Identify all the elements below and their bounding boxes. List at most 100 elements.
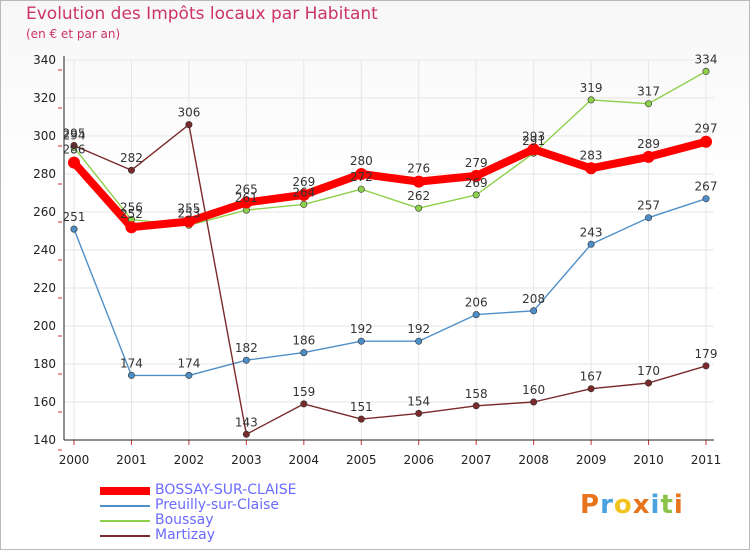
data-label: 261 <box>235 191 258 205</box>
data-point <box>645 379 653 387</box>
x-tick-label: 2010 <box>633 453 664 467</box>
y-tick-label: 320 <box>33 91 56 105</box>
proxiti-logo: Proxiti <box>580 490 684 520</box>
data-point <box>645 100 653 108</box>
data-point <box>70 142 78 150</box>
y-tick-label: 280 <box>33 167 56 181</box>
legend-swatch <box>100 535 150 537</box>
data-label: 267 <box>695 180 718 194</box>
data-label: 255 <box>177 202 200 216</box>
data-label: 306 <box>177 106 200 120</box>
legend-label: BOSSAY-SUR-CLAISE <box>155 482 297 498</box>
data-point <box>70 225 78 233</box>
data-point <box>242 430 250 438</box>
data-point <box>415 337 423 345</box>
data-label: 269 <box>465 176 488 190</box>
data-point <box>182 215 195 228</box>
data-point <box>530 307 538 315</box>
data-label: 167 <box>580 370 603 384</box>
data-point <box>415 409 423 417</box>
data-point <box>587 240 595 248</box>
data-label: 151 <box>350 400 373 414</box>
data-point <box>297 188 310 201</box>
data-point <box>412 175 425 188</box>
y-tick-label: 340 <box>33 53 56 67</box>
data-label: 253 <box>177 206 200 220</box>
data-label: 283 <box>580 148 603 162</box>
chart-subtitle: (en € et par an) <box>26 27 121 41</box>
legend-swatch <box>100 505 150 507</box>
data-label: 319 <box>580 81 603 95</box>
x-tick-label: 2009 <box>576 453 607 467</box>
data-label: 154 <box>407 394 430 408</box>
data-label: 192 <box>350 322 373 336</box>
data-label: 174 <box>177 356 200 370</box>
data-point <box>300 200 308 208</box>
data-point <box>587 96 595 104</box>
data-label: 170 <box>637 364 660 378</box>
grid-lines <box>64 59 714 441</box>
x-tick-label: 2008 <box>518 453 549 467</box>
data-point <box>645 214 653 222</box>
x-tick-label: 2003 <box>231 453 262 467</box>
data-point <box>702 67 710 75</box>
data-label: 257 <box>637 199 660 213</box>
data-point <box>527 143 540 156</box>
y-tick-label: 180 <box>33 357 56 371</box>
data-point <box>470 169 483 182</box>
data-point <box>357 185 365 193</box>
data-point <box>127 371 135 379</box>
data-label: 317 <box>637 85 660 99</box>
x-tick-label: 2001 <box>116 453 147 467</box>
data-label: 192 <box>407 322 430 336</box>
data-label: 269 <box>292 175 315 189</box>
data-point <box>357 337 365 345</box>
logo-letter: i <box>673 490 684 520</box>
data-label: 256 <box>120 201 143 215</box>
data-point <box>185 121 193 129</box>
data-label: 265 <box>235 183 258 197</box>
series-line-martizay <box>73 123 707 435</box>
data-point <box>415 204 423 212</box>
data-point <box>355 168 368 180</box>
data-label: 252 <box>120 207 143 221</box>
chart-title: Evolution des Impôts locaux par Habitant <box>26 4 378 24</box>
x-tick-label: 2002 <box>174 453 205 467</box>
data-label: 264 <box>292 185 315 199</box>
axes <box>58 56 714 451</box>
data-point <box>240 196 253 209</box>
data-label: 251 <box>63 210 86 224</box>
data-label: 186 <box>292 334 315 348</box>
series-lines <box>70 70 710 435</box>
x-tick-label: 2004 <box>289 453 320 467</box>
data-label: 334 <box>695 52 718 66</box>
y-tick-label: 300 <box>33 129 56 143</box>
legend-label: Boussay <box>155 512 214 528</box>
data-label: 206 <box>465 296 488 310</box>
x-tick-label: 2005 <box>346 453 377 467</box>
data-point <box>472 191 480 199</box>
data-point <box>472 311 480 319</box>
y-tick-label: 140 <box>33 433 56 447</box>
legend-swatch <box>100 520 150 522</box>
data-label: 295 <box>63 127 86 141</box>
data-point <box>472 402 480 410</box>
data-label: 282 <box>120 151 143 165</box>
data-point <box>300 349 308 357</box>
x-tick-label: 2000 <box>59 453 90 467</box>
data-label: 174 <box>120 356 143 370</box>
data-label: 160 <box>522 383 545 397</box>
series-line-bossay-sur-claise <box>70 137 710 232</box>
data-point <box>642 150 655 163</box>
tick-labels: 140 160 180 200 220 240 260 280 300 320 340 2000 200… <box>33 53 721 467</box>
logo-letter: P <box>580 490 601 520</box>
y-tick-label: 240 <box>33 243 56 257</box>
data-label: 286 <box>63 143 86 157</box>
data-point <box>585 162 598 175</box>
logo-letter: i <box>650 490 661 520</box>
y-tick-label: 220 <box>33 281 56 295</box>
legend-label: Preuilly-sur-Claise <box>155 497 280 513</box>
data-point <box>185 371 193 379</box>
data-label: 159 <box>292 385 315 399</box>
